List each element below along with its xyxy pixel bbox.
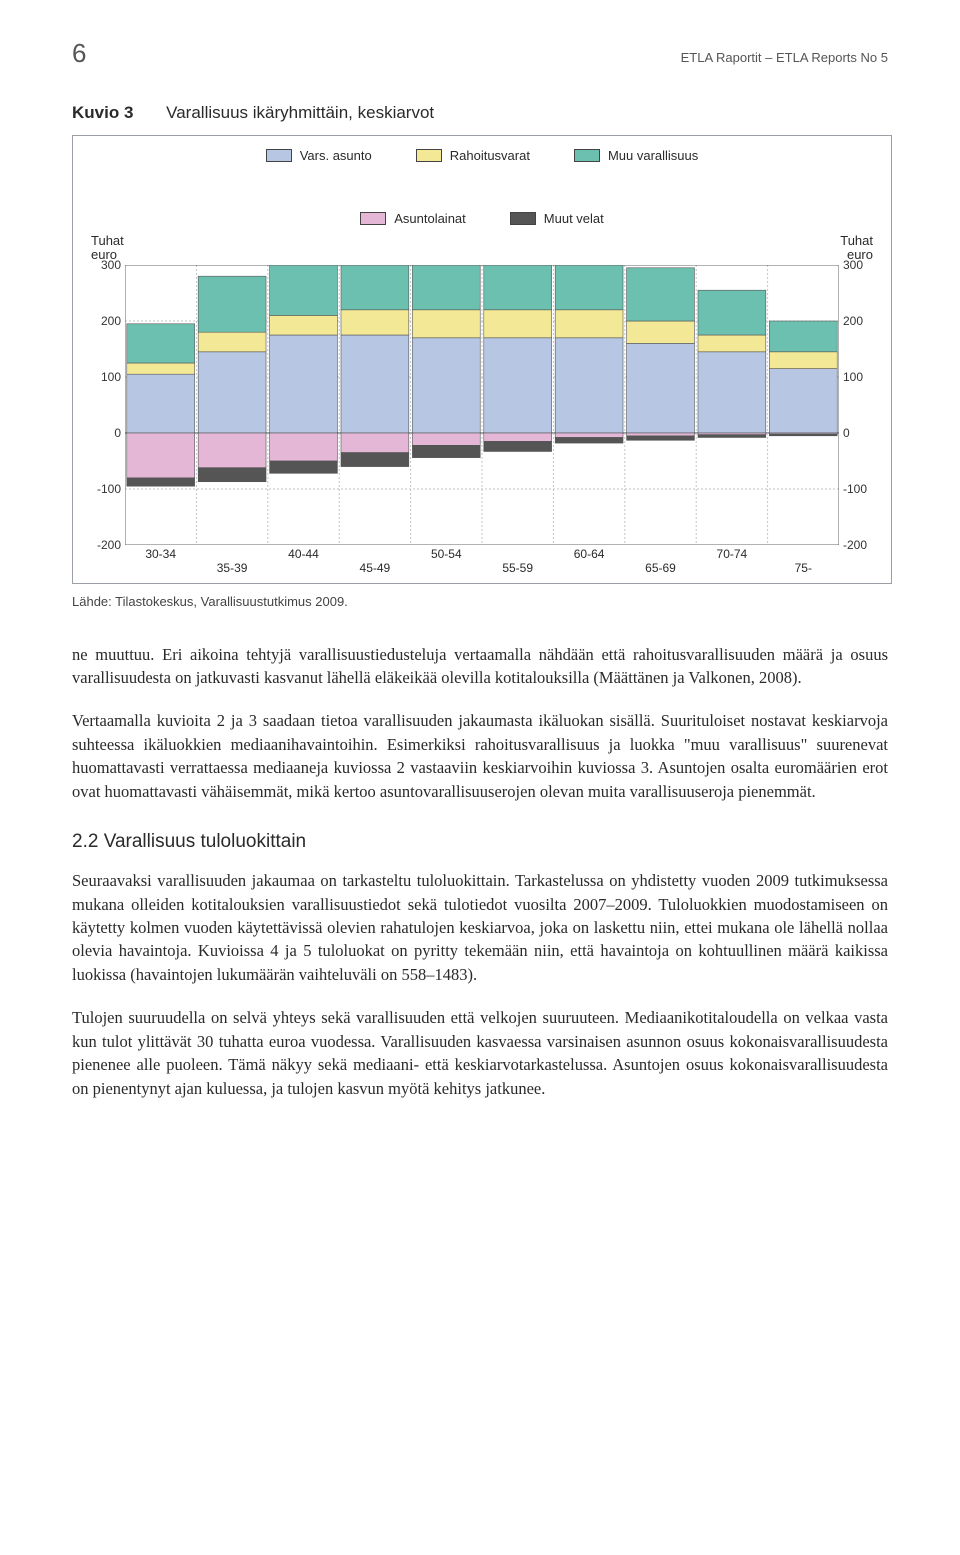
y-tick: 0 (843, 426, 873, 440)
figure-label: Kuvio 3 (72, 103, 133, 122)
figure-source: Lähde: Tilastokeskus, Varallisuustutkimu… (72, 594, 888, 609)
y-tick: 300 (843, 258, 873, 272)
x-tick: 45-49 (350, 561, 400, 575)
y-tick: 200 (91, 314, 121, 328)
chart-legend: Vars. asunto Rahoitusvarat Muu varallisuus… (87, 148, 877, 226)
legend-item: Rahoitusvarat (416, 148, 530, 163)
paragraph: Seuraavaksi varallisuuden jakaumaa on ta… (72, 869, 888, 986)
y-tick: 300 (91, 258, 121, 272)
y-tick: 100 (843, 370, 873, 384)
legend-label: Rahoitusvarat (450, 148, 530, 163)
legend-swatch (416, 149, 442, 162)
section-heading: 2.2 Varallisuus tuloluokittain (72, 831, 888, 853)
y-axis-titles: Tuhat euro Tuhat euro (87, 234, 877, 263)
legend-label: Asuntolainat (394, 211, 466, 226)
chart-plot: -200-200-100-10000100100200200300300 (125, 265, 839, 545)
legend-swatch (360, 212, 386, 225)
y-tick: -200 (843, 538, 873, 552)
paragraph: Tulojen suuruudella on selvä yhteys sekä… (72, 1006, 888, 1100)
y-tick: 0 (91, 426, 121, 440)
legend-label: Muut velat (544, 211, 604, 226)
x-tick: 65-69 (636, 561, 686, 575)
paragraph: Vertaamalla kuvioita 2 ja 3 saadaan tiet… (72, 709, 888, 803)
page-number: 6 (72, 38, 86, 69)
legend-label: Vars. asunto (300, 148, 372, 163)
running-head: ETLA Raportit – ETLA Reports No 5 (681, 50, 888, 65)
x-tick: 50-54 (421, 547, 471, 561)
x-axis-ticks: 30-34 35-39 40-44 45-49 50-54 55-59 60-64 65-69… (125, 547, 839, 577)
x-tick: 75- (778, 561, 828, 575)
legend-swatch (266, 149, 292, 162)
legend-swatch (574, 149, 600, 162)
y-tick: -100 (843, 482, 873, 496)
x-tick: 55-59 (493, 561, 543, 575)
legend-item: Muu varallisuus (574, 148, 698, 163)
y-tick: 200 (843, 314, 873, 328)
figure-title: Kuvio 3 Varallisuus ikäryhmittäin, keski… (72, 103, 888, 123)
legend-item: Vars. asunto (266, 148, 372, 163)
legend-item: Muut velat (510, 211, 604, 226)
figure-caption: Varallisuus ikäryhmittäin, keskiarvot (166, 103, 434, 122)
x-tick: 40-44 (279, 547, 329, 561)
legend-item: Asuntolainat (360, 211, 466, 226)
x-tick: 70-74 (707, 547, 757, 561)
legend-label: Muu varallisuus (608, 148, 698, 163)
y-tick: 100 (91, 370, 121, 384)
y-tick: -200 (91, 538, 121, 552)
chart-container: Vars. asunto Rahoitusvarat Muu varallisuus… (72, 135, 892, 584)
legend-swatch (510, 212, 536, 225)
page: 6 ETLA Raportit – ETLA Reports No 5 Kuvi… (0, 0, 960, 1168)
y-tick: -100 (91, 482, 121, 496)
x-tick: 30-34 (136, 547, 186, 561)
x-tick: 35-39 (207, 561, 257, 575)
x-tick: 60-64 (564, 547, 614, 561)
paragraph: ne muuttuu. Eri aikoina tehtyjä varallis… (72, 643, 888, 690)
page-header: 6 ETLA Raportit – ETLA Reports No 5 (72, 38, 888, 69)
